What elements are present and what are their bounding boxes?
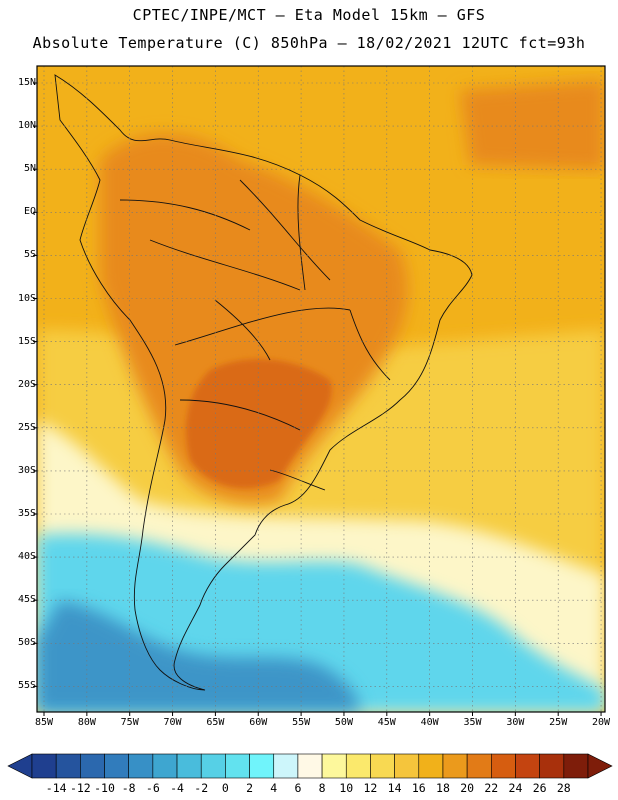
colorbar-arrow-right	[587, 753, 613, 779]
field-tropical-east	[460, 80, 605, 170]
lon-label: 60W	[249, 717, 268, 728]
lon-label: 30W	[506, 717, 525, 728]
colorbar-label: -2	[194, 781, 209, 795]
lat-label: 55S	[17, 680, 36, 692]
colorbar-swatch	[104, 753, 129, 779]
colorbar-swatch	[297, 753, 323, 779]
colorbar-label: 2	[246, 781, 254, 795]
lon-label: 40W	[420, 717, 439, 728]
colorbar-swatch	[128, 753, 154, 779]
lat-label: 30S	[17, 464, 36, 476]
lat-label: 5N	[23, 163, 36, 175]
colorbar-swatch	[418, 753, 444, 779]
colorbar-label: -10	[94, 781, 115, 795]
map-title-line1: CPTEC/INPE/MCT – Eta Model 15km – GFS	[132, 6, 486, 24]
colorbar-swatch	[80, 753, 105, 779]
colorbar-arrow-left	[7, 753, 33, 779]
lat-label: 15N	[17, 77, 36, 88]
colorbar-swatch	[225, 753, 250, 779]
lat-label: 5S	[23, 249, 36, 261]
lon-label: 35W	[463, 717, 482, 728]
map-frame	[36, 65, 606, 713]
lon-label: 55W	[292, 717, 311, 728]
map-title-line2: Absolute Temperature (C) 850hPa – 18/02/…	[32, 34, 586, 52]
lon-label: 20W	[592, 717, 611, 728]
colorbar-label: 26	[532, 781, 547, 795]
colorbar-swatch	[515, 753, 540, 779]
lat-label: 45S	[17, 594, 36, 606]
lon-label: 50W	[334, 717, 353, 728]
lat-label: 40S	[17, 551, 36, 563]
colorbar-label: -12	[69, 781, 91, 795]
lon-label: 45W	[377, 717, 396, 728]
colorbar-label: 28	[556, 781, 571, 795]
field-land-hot	[100, 133, 409, 504]
map-field	[37, 66, 605, 712]
lon-label: 75W	[120, 717, 139, 728]
colorbar-swatch	[200, 753, 226, 779]
colorbar-swatch	[55, 753, 81, 779]
colorbar-label: 8	[318, 781, 326, 795]
colorbar-swatch	[370, 753, 395, 779]
colorbar-label: 22	[484, 781, 499, 795]
colorbar-label: 14	[387, 781, 402, 795]
coastlines	[54, 74, 473, 691]
colorbar	[7, 753, 613, 779]
lat-label: 50S	[17, 637, 36, 649]
lon-label: 85W	[34, 717, 54, 728]
colorbar-swatch	[466, 753, 492, 779]
lon-label: 80W	[77, 717, 96, 728]
lat-label: 10S	[17, 292, 36, 304]
colorbar-label: -8	[121, 781, 136, 795]
colorbar-swatch	[249, 753, 275, 779]
colorbar-swatch	[442, 753, 468, 779]
colorbar-swatch	[176, 753, 202, 779]
field-colder	[37, 600, 360, 712]
lat-label: 15S	[17, 335, 36, 347]
lon-label: 70W	[163, 717, 182, 728]
colorbar-label: 18	[436, 781, 450, 795]
colorbar-label: 6	[294, 781, 302, 795]
colorbar-swatch	[491, 753, 516, 779]
colorbar-label: 10	[339, 781, 354, 795]
colorbar-swatch	[563, 753, 589, 779]
lon-label: 25W	[549, 717, 568, 728]
lat-label: 10N	[17, 120, 36, 132]
colorbar-label: -14	[45, 781, 67, 795]
colorbar-label: -6	[145, 781, 160, 795]
colorbar-swatch	[394, 753, 420, 779]
lat-label: EQ	[23, 206, 36, 218]
lat-label: 25S	[17, 421, 36, 433]
colorbar-swatch	[152, 753, 178, 779]
field-land-hottest	[186, 359, 332, 489]
lon-label: 65W	[206, 717, 225, 728]
colorbar-label: 24	[508, 781, 523, 795]
colorbar-swatch	[539, 753, 565, 779]
lat-label: 20S	[17, 378, 36, 390]
colorbar-label: -4	[170, 781, 184, 795]
lat-label: 35S	[17, 508, 36, 519]
colorbar-label: 12	[363, 781, 378, 795]
colorbar-label: 4	[270, 781, 278, 795]
colorbar-swatch	[31, 753, 57, 779]
colorbar-label: 0	[221, 781, 229, 795]
graticule	[33, 66, 605, 716]
colorbar-swatch	[321, 753, 347, 779]
colorbar-swatch	[273, 753, 299, 779]
colorbar-label: 20	[460, 781, 475, 795]
colorbar-label: 16	[411, 781, 426, 795]
colorbar-swatch	[345, 753, 371, 779]
